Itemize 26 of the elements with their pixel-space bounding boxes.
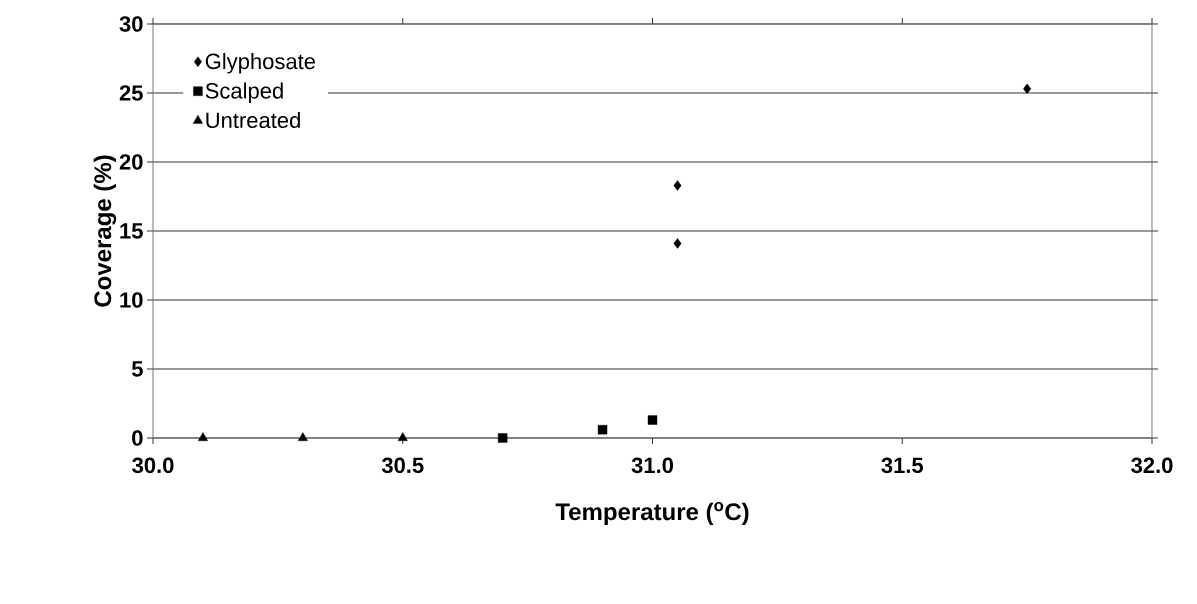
point [673,180,682,191]
y-tick-label: 0 [132,430,143,446]
y-tick-label: 5 [131,361,143,377]
y-tick-label: 20 [119,154,143,170]
x-tick-label: 32.0 [1131,457,1173,474]
point [597,425,608,435]
point [297,432,308,441]
legend-label: Untreated [206,111,300,129]
point [647,415,658,425]
x-axis-title: Temperature ($^{o}$C) [555,502,749,526]
legend-label: Glyphosate [205,53,315,74]
legend-label: Scalped [205,82,283,103]
y-tick-label: 30 [119,16,143,32]
x-tick-label: 31.5 [881,457,924,474]
y-tick-label: 25 [119,85,143,101]
x-tick-label: 30.0 [132,457,174,474]
point [673,238,682,249]
x-tick-label: 30.5 [381,457,424,474]
point [397,432,408,441]
point [1023,83,1032,95]
point [197,432,208,441]
y-axis-title: Coverage (%) [93,155,117,307]
point [497,433,508,443]
y-tick-label: 15 [120,223,143,239]
y-tick-label: 10 [120,292,143,308]
x-tick-label: 31.0 [631,457,674,474]
